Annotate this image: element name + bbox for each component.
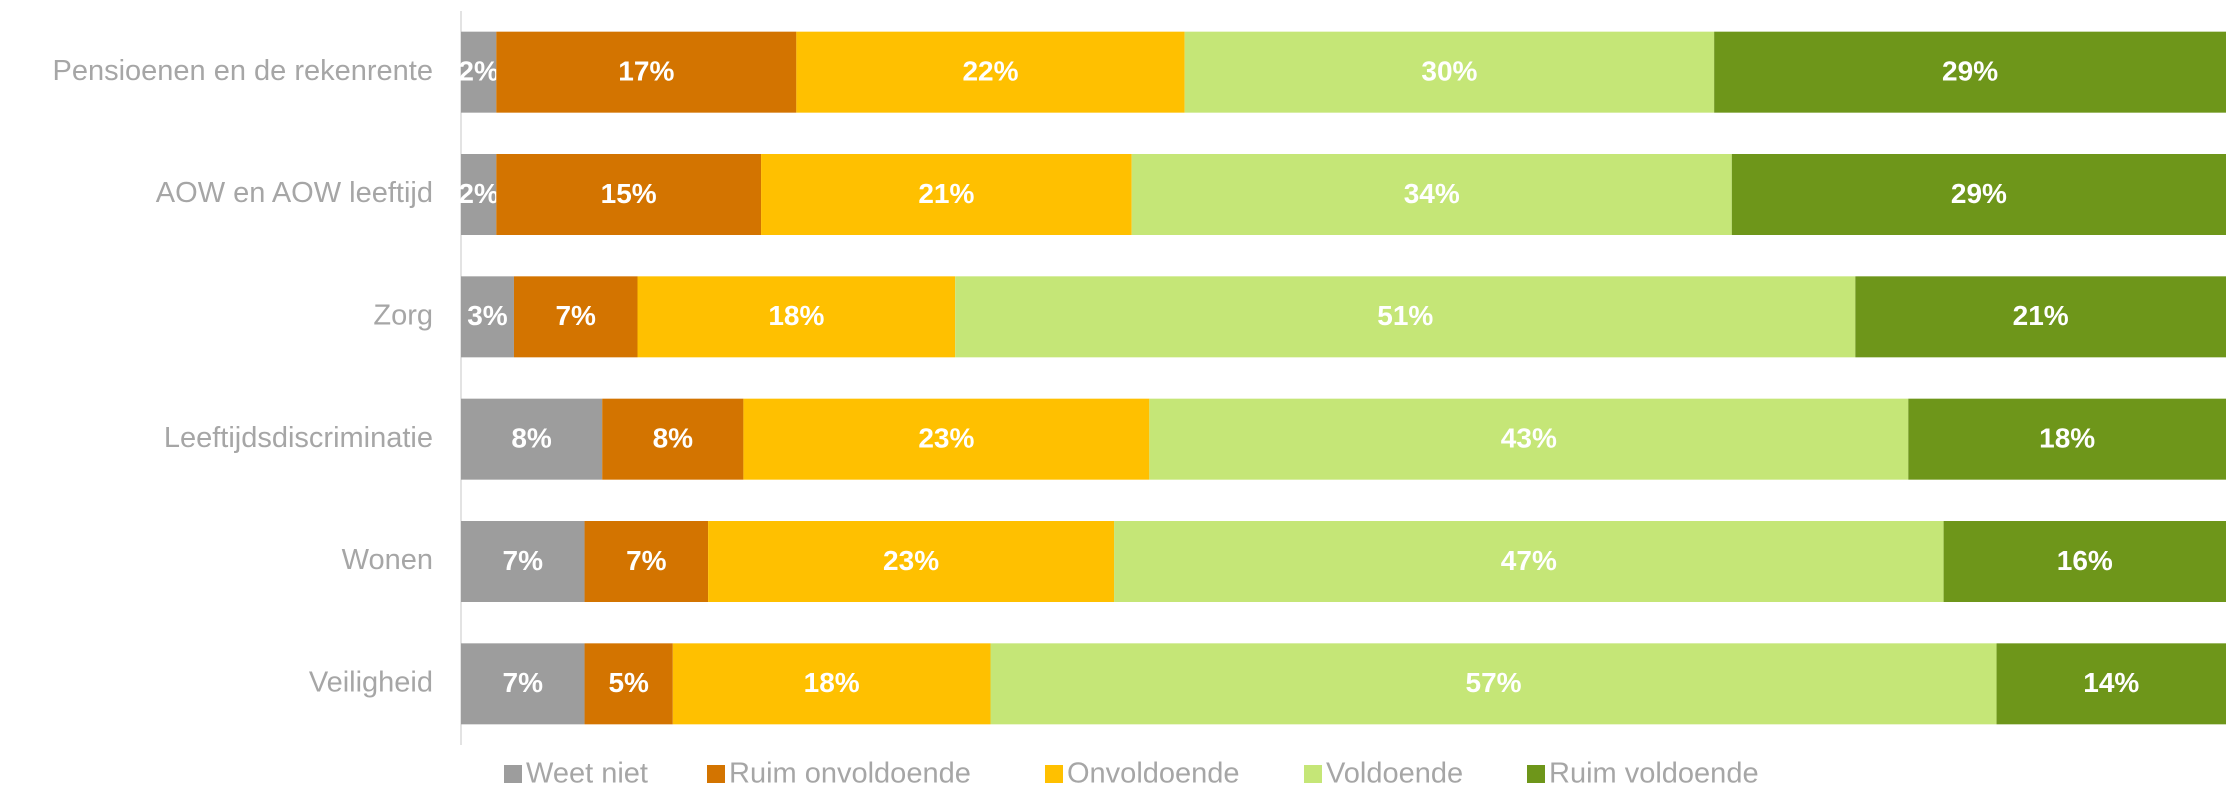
bar-segment <box>461 643 585 725</box>
bar-segment <box>761 154 1132 235</box>
data-label: 16% <box>2057 545 2113 576</box>
legend-swatch <box>504 765 522 783</box>
bar-segment <box>708 521 1115 602</box>
bar-segment <box>1184 31 1715 113</box>
data-label: 23% <box>883 545 939 576</box>
y-tick-label: Leeftijdsdiscriminatie <box>164 422 433 454</box>
bar-segment <box>1943 521 2226 602</box>
data-label: 7% <box>503 667 544 698</box>
y-tick-label: AOW en AOW leeftijd <box>156 177 433 209</box>
data-label: 21% <box>2013 300 2069 331</box>
data-label: 18% <box>804 667 860 698</box>
data-label: 7% <box>555 300 596 331</box>
data-label: 22% <box>962 56 1018 87</box>
y-tick-label: Pensioenen en de rekenrente <box>52 55 433 87</box>
data-label: 30% <box>1421 56 1477 87</box>
bar-segment <box>990 643 1997 725</box>
data-label: 8% <box>511 423 552 454</box>
data-label: 2% <box>458 56 499 87</box>
bar-segment <box>461 398 603 480</box>
data-label: 47% <box>1501 545 1557 576</box>
bar-segment <box>513 276 638 358</box>
bar-segment <box>496 31 797 113</box>
bar-segment <box>461 154 497 235</box>
legend-label: Voldoende <box>1326 758 1463 788</box>
bar-segment <box>1114 521 1944 602</box>
data-label: 29% <box>1942 56 1998 87</box>
bar-segment <box>1131 154 1732 235</box>
data-label: 51% <box>1377 300 1433 331</box>
bar-segment <box>1855 276 2226 358</box>
bar-segment <box>796 31 1185 113</box>
y-tick-label: Zorg <box>373 299 433 331</box>
bar-segment <box>672 643 991 725</box>
bar-segment <box>1714 31 2226 113</box>
legend-label: Onvoldoende <box>1067 758 1240 788</box>
bar-segment <box>461 31 497 113</box>
data-label: 14% <box>2083 667 2139 698</box>
bar-segment <box>1908 398 2226 480</box>
bar-segment <box>496 154 762 235</box>
legend-swatch <box>1527 765 1545 783</box>
bar-segment <box>1731 154 2226 235</box>
data-label: 34% <box>1404 178 1460 209</box>
data-label: 29% <box>1951 178 2007 209</box>
bar-segment <box>602 398 744 480</box>
y-tick-label: Wonen <box>342 544 433 576</box>
bar-segment <box>461 521 585 602</box>
data-label: 7% <box>626 545 667 576</box>
data-label: 23% <box>918 423 974 454</box>
bar-segment <box>743 398 1150 480</box>
data-label: 3% <box>467 300 508 331</box>
legend-label: Ruim voldoende <box>1549 758 1759 788</box>
legend-swatch <box>1045 765 1063 783</box>
bar-segment <box>584 643 673 725</box>
data-label: 21% <box>918 178 974 209</box>
data-label: 15% <box>601 178 657 209</box>
data-label: 2% <box>458 178 499 209</box>
data-label: 43% <box>1501 423 1557 454</box>
legend-swatch <box>1304 765 1322 783</box>
data-label: 8% <box>653 423 694 454</box>
bar-segment <box>637 276 956 358</box>
legend-swatch <box>707 765 725 783</box>
data-label: 5% <box>608 667 649 698</box>
bar-segment <box>1149 398 1909 480</box>
bar-segment <box>955 276 1856 358</box>
data-label: 57% <box>1466 667 1522 698</box>
y-tick-label: Veiligheid <box>309 666 433 698</box>
data-label: 17% <box>618 56 674 87</box>
bar-segment <box>584 521 709 602</box>
data-label: 18% <box>768 300 824 331</box>
bar-segment <box>1996 643 2226 725</box>
legend-label: Weet niet <box>526 758 648 788</box>
bar-segment <box>461 276 514 358</box>
legend-label: Ruim onvoldoende <box>729 758 971 788</box>
data-label: 18% <box>2039 423 2095 454</box>
data-label: 7% <box>503 545 544 576</box>
